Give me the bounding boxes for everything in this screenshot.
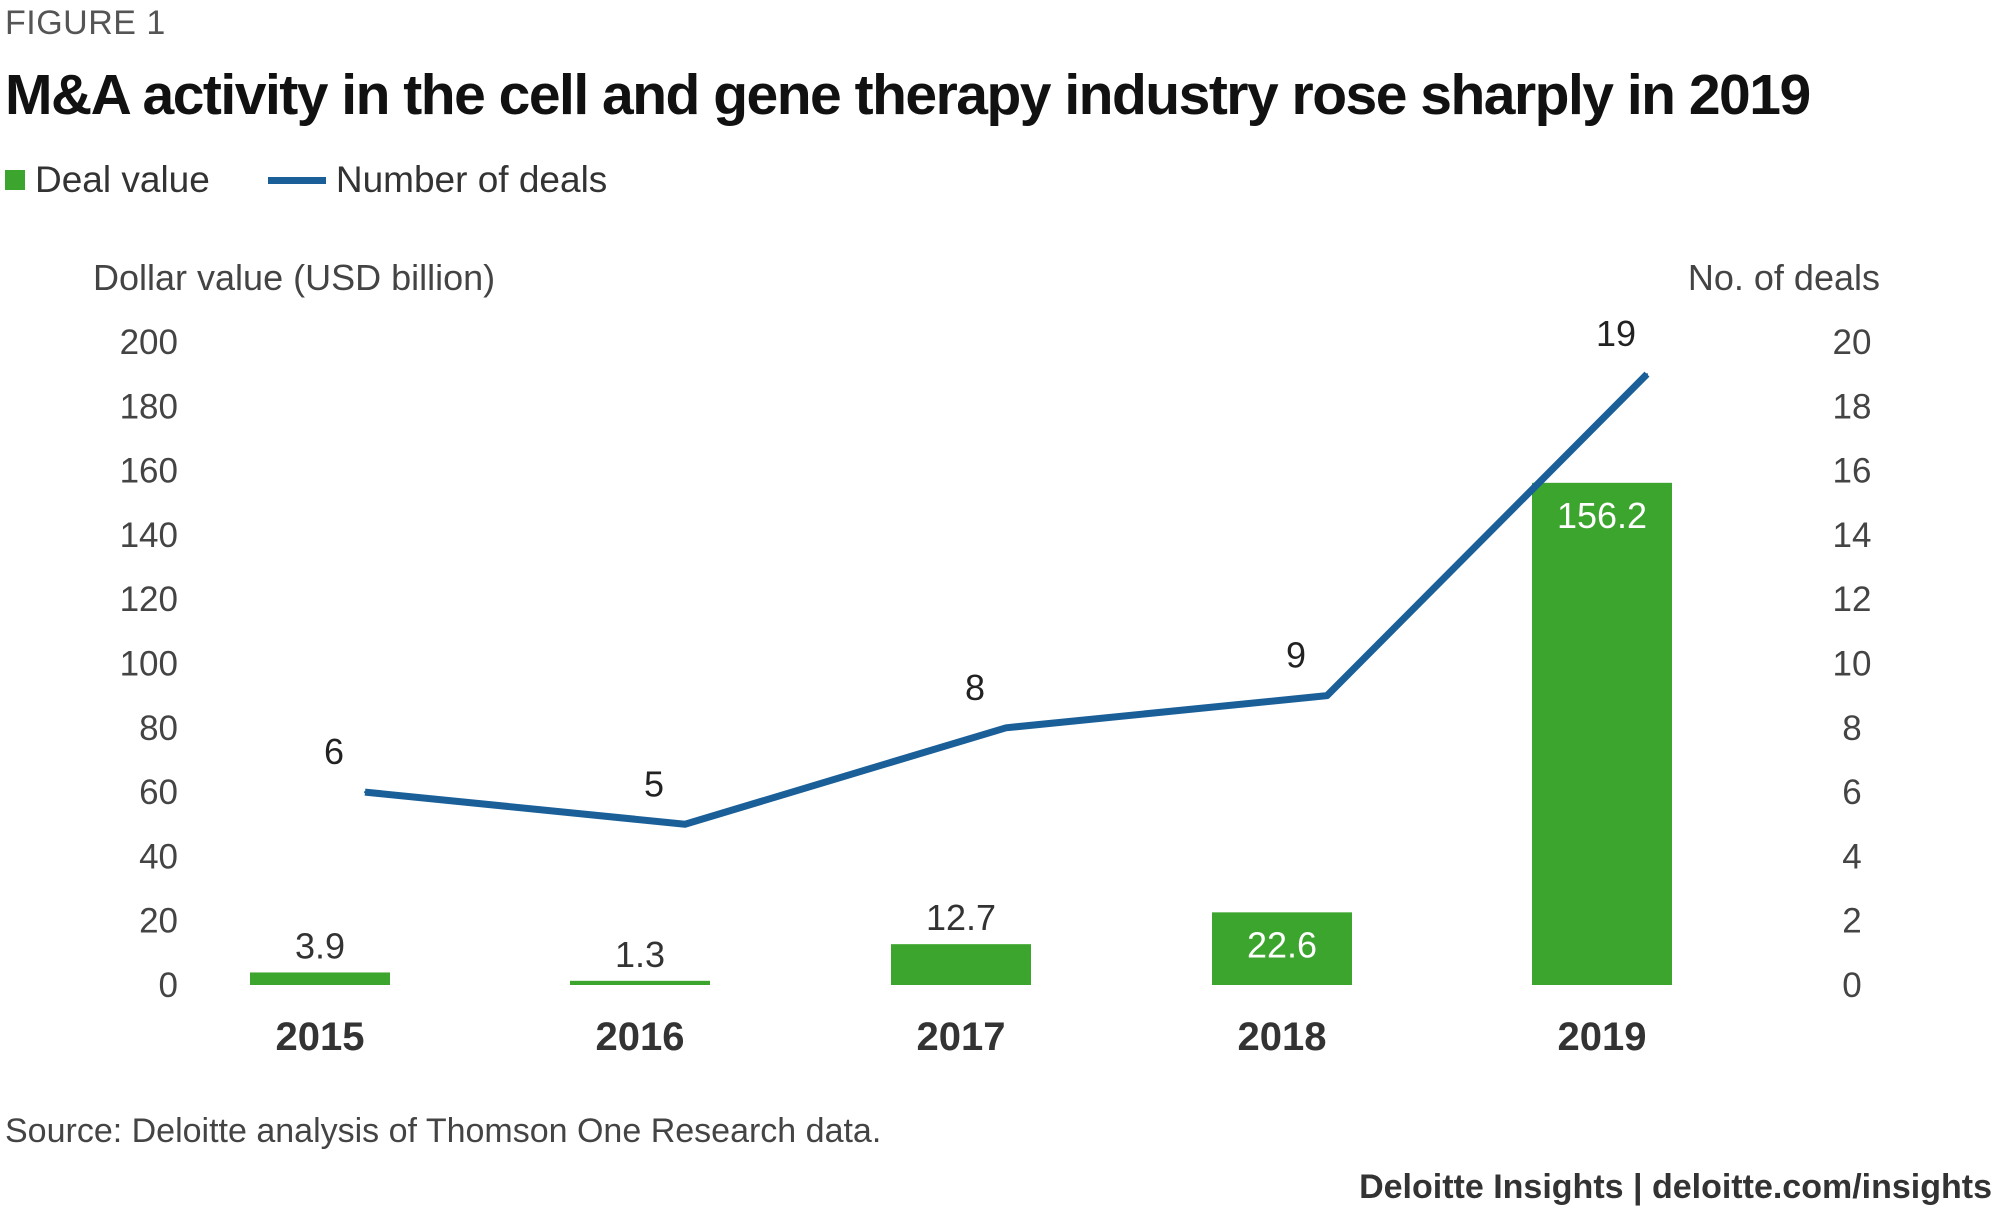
bar-data-label: 3.9 [295,925,345,966]
y-tick-left: 160 [120,452,178,491]
y-tick-left: 180 [120,387,178,426]
bars-layer [250,482,1672,985]
y-tick-left: 40 [139,837,178,876]
line-point [1005,726,1007,729]
bar [891,944,1031,985]
y-tick-left: 60 [139,773,178,812]
x-tick-label: 2019 [1558,1015,1647,1059]
ticks-layer: 0 20 40 60 80 100 120 140 160 180 200 0 2 4 6 8 10 12 14 16… [120,323,1872,1059]
bar-data-label: 1.3 [615,934,665,975]
y-tick-left: 20 [139,902,178,941]
y-tick-left: 200 [120,323,178,362]
y-axis-left-label: Dollar value (USD billion) [93,257,495,298]
line-point [364,791,366,794]
legend-label-deal-value: Deal value [35,159,210,200]
bar [1532,482,1672,985]
line-point [1646,373,1648,376]
y-tick-left: 120 [120,580,178,619]
y-tick-left: 140 [120,516,178,555]
x-tick-label: 2015 [276,1015,365,1059]
line-data-label: 5 [644,763,664,804]
legend-item-number-of-deals: Number of deals [267,159,608,201]
y-tick-right: 10 [1833,645,1872,684]
chart-title: M&A activity in the cell and gene therap… [5,63,1811,127]
bar-data-label: 22.6 [1247,924,1317,965]
line-data-label: 19 [1596,313,1636,354]
legend-swatch-line [267,176,326,184]
bar [250,972,390,985]
credit-line: Deloitte Insights | deloitte.com/insight… [1359,1168,1992,1206]
y-tick-right: 8 [1842,709,1861,748]
bar [1212,912,1352,985]
line-data-label: 8 [965,667,985,708]
legend: Deal value Number of deals [5,158,665,202]
y-tick-left: 100 [120,645,178,684]
bar-data-label: 156.2 [1557,495,1647,536]
y-tick-right: 2 [1842,902,1861,941]
legend-swatch-bar [5,170,25,190]
y-tick-left: 80 [139,709,178,748]
y-tick-right: 4 [1842,837,1861,876]
line-data-label: 6 [324,731,344,772]
x-tick-label: 2018 [1238,1015,1327,1059]
y-tick-right: 14 [1833,516,1872,555]
line-point [684,823,686,826]
legend-item-deal-value: Deal value [5,159,210,201]
line-layer [364,371,1650,828]
data-labels-layer: 3.9 1.3 12.7 22.6 156.2 6 5 8 9 19 [295,313,1647,975]
line-data-label: 9 [1286,635,1306,676]
source-note: Source: Deloitte analysis of Thomson One… [5,1112,882,1150]
y-tick-right: 18 [1833,387,1872,426]
x-tick-label: 2016 [596,1015,685,1059]
bar-data-label: 12.7 [926,897,996,938]
y-tick-left: 0 [159,966,178,1005]
y-tick-right: 12 [1833,580,1872,619]
legend-label-number-of-deals: Number of deals [335,159,608,200]
y-tick-right: 0 [1842,966,1861,1005]
line-point [1326,694,1328,697]
y-tick-right: 16 [1833,452,1872,491]
y-tick-right: 6 [1842,773,1861,812]
figure-label: FIGURE 1 [5,4,166,42]
number-of-deals-line [364,371,1650,828]
x-tick-label: 2017 [917,1015,1006,1059]
y-tick-right: 20 [1833,323,1872,362]
y-axis-right-label: No. of deals [1688,257,1880,298]
bar [570,980,710,985]
